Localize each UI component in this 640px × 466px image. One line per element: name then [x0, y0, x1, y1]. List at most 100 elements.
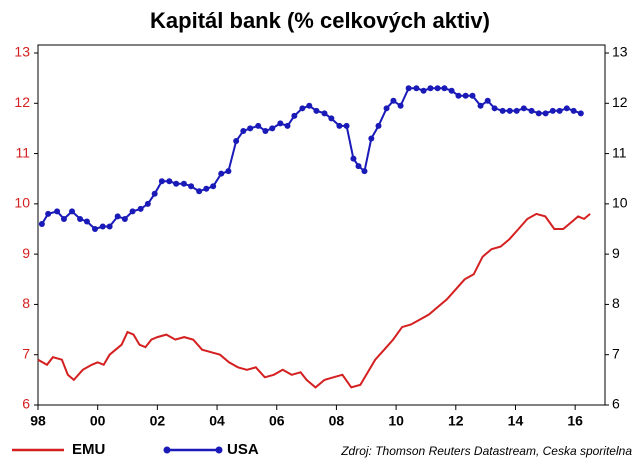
point [368, 135, 375, 142]
point [563, 105, 570, 112]
y2-tick-label: 6 [612, 396, 620, 412]
point [180, 180, 187, 187]
point [313, 107, 320, 114]
point [577, 110, 584, 117]
legend-marker [215, 446, 223, 454]
chart-title: Kapitál bank (% celkových aktiv) [150, 8, 490, 33]
point [218, 170, 225, 177]
point [491, 105, 498, 112]
series-line [37, 212, 591, 389]
legend-marker [163, 446, 171, 454]
plot-frame [37, 44, 606, 406]
point [434, 85, 441, 92]
x-tick-label: 00 [90, 413, 106, 429]
x-tick-label: 08 [329, 413, 345, 429]
point [99, 223, 106, 230]
point [158, 178, 165, 185]
point [91, 226, 98, 232]
point [343, 122, 350, 129]
legend-label: EMU [72, 441, 105, 458]
point [137, 205, 144, 212]
point [556, 107, 563, 114]
point [77, 215, 84, 222]
point [225, 168, 232, 175]
point [83, 218, 90, 225]
point [188, 183, 195, 190]
point [60, 215, 67, 222]
x-tick-label: 02 [150, 413, 166, 429]
x-tick-label: 12 [448, 413, 464, 429]
y2-tick-label: 12 [612, 94, 628, 110]
y-tick-label: 12 [14, 94, 30, 110]
point [38, 220, 45, 227]
point [549, 107, 556, 114]
x-tick-label: 06 [269, 413, 285, 429]
point [462, 92, 469, 99]
y2-tick-label: 7 [612, 345, 620, 361]
point [405, 85, 412, 92]
point [499, 107, 506, 114]
point [336, 122, 343, 129]
point [390, 97, 397, 104]
y-tick-label: 13 [14, 44, 30, 60]
y2-tick-label: 13 [612, 44, 628, 60]
point [45, 210, 52, 217]
point [106, 223, 113, 230]
point [196, 188, 203, 195]
point [299, 105, 306, 112]
point [255, 122, 262, 129]
point [420, 87, 427, 94]
point [535, 110, 542, 117]
y-tick-label: 6 [22, 396, 30, 412]
point [166, 178, 173, 185]
point [448, 87, 455, 94]
x-tick-label: 10 [388, 413, 404, 429]
point [397, 102, 404, 109]
point [469, 92, 476, 99]
point [240, 127, 247, 134]
y2-tick-label: 9 [612, 245, 620, 261]
x-tick-label: 04 [209, 413, 225, 429]
point [528, 107, 535, 114]
y-tick-label: 11 [15, 144, 30, 160]
point [570, 107, 577, 114]
y-tick-label: 10 [14, 195, 30, 211]
x-tick-label: 14 [508, 413, 524, 429]
point [441, 85, 448, 92]
legend-label: USA [227, 441, 259, 458]
point [144, 200, 151, 207]
point [427, 85, 434, 92]
point [542, 110, 549, 117]
y2-tick-label: 8 [612, 295, 620, 311]
point [277, 120, 284, 127]
point [54, 208, 61, 215]
point [114, 213, 121, 220]
point [328, 115, 335, 122]
point [506, 107, 513, 114]
point [413, 85, 420, 92]
point [210, 183, 217, 190]
point [355, 163, 362, 170]
point [129, 208, 136, 215]
point [520, 105, 527, 112]
point [350, 155, 357, 162]
x-tick-label: 98 [30, 413, 46, 429]
point [361, 168, 368, 175]
y-tick-label: 8 [22, 295, 30, 311]
point [203, 185, 210, 192]
point [284, 122, 291, 129]
point [455, 92, 462, 99]
point [173, 180, 180, 187]
point [269, 125, 276, 132]
point [121, 215, 128, 222]
point [484, 97, 491, 104]
point [306, 102, 313, 109]
y2-tick-label: 10 [612, 195, 628, 211]
point [513, 107, 520, 114]
point [375, 122, 382, 129]
point [477, 102, 484, 109]
y-tick-label: 9 [22, 245, 30, 261]
x-tick-label: 16 [567, 413, 583, 429]
series-line [41, 87, 582, 231]
